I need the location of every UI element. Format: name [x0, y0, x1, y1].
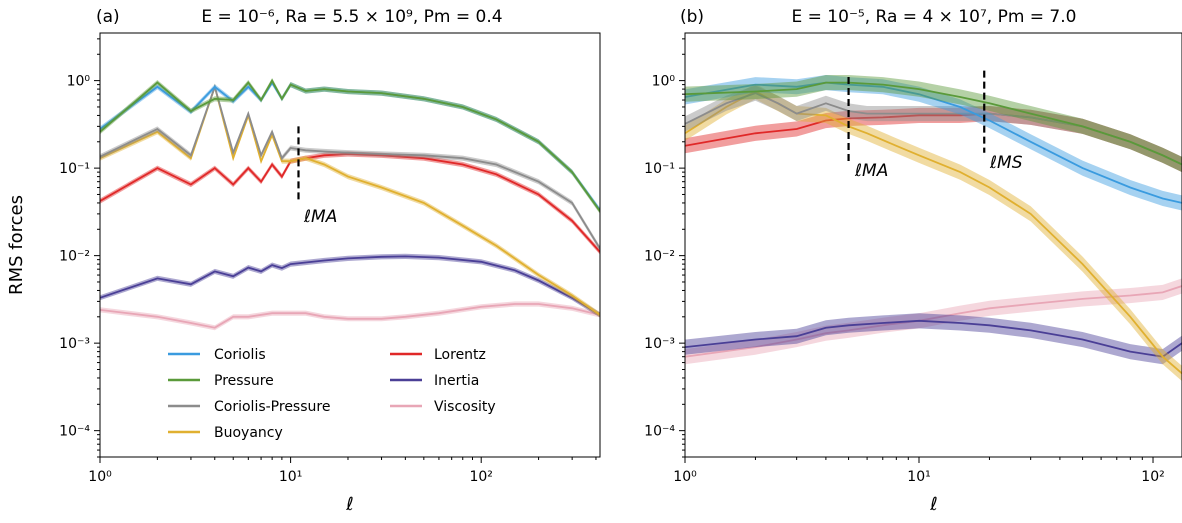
series-line-viscosity: [685, 285, 1182, 358]
panel-b-x-tick-label: 10¹: [907, 469, 930, 485]
panel-a: (a) E = 10⁻⁶, Ra = 5.5 × 10⁹, Pm = 0.4 1…: [6, 7, 601, 515]
series-band-pressure: [685, 75, 1182, 173]
panel-b-lms-annotation: ℓMS: [989, 153, 1023, 173]
panel-a-x-axis: 10⁰ 10¹ 10²: [88, 457, 597, 485]
series-line-pressure: [685, 81, 1182, 166]
legend-label-lorentz: Lorentz: [434, 347, 486, 363]
panel-a-frame: [99, 32, 601, 458]
panel-b-x-tick-label: 10⁰: [673, 469, 697, 485]
panel-b-y-tick-label: 10⁰: [652, 74, 676, 90]
series-band-inertia: [685, 313, 1182, 365]
panel-a-y-tick-label: 10⁻¹: [59, 161, 90, 177]
series-band-coriolis-pressure: [100, 84, 600, 252]
panel-a-x-tick-label: 10⁰: [88, 469, 112, 485]
legend-label-pressure: Pressure: [214, 373, 274, 389]
panel-b-x-axis: 10⁰ 10¹ 10²: [673, 457, 1165, 485]
panel-a-y-tick-label: 10⁻³: [59, 336, 90, 352]
panel-b-y-tick-label: 10⁻¹: [644, 161, 675, 177]
panel-a-y-tick-label: 10⁰: [67, 74, 91, 90]
panel-a-plot-area: [100, 78, 600, 331]
legend-label-buoyancy: Buoyancy: [214, 425, 283, 441]
panel-b-y-tick-label: 10⁻³: [644, 336, 675, 352]
series-line-pressure: [100, 78, 600, 212]
panel-b-x-tick-label: 10²: [1141, 469, 1164, 485]
panel-a-x-tick-label: 10²: [469, 469, 492, 485]
series-band-viscosity: [100, 301, 600, 331]
panel-b-plot-area: [685, 75, 1182, 382]
series-line-lorentz: [100, 153, 600, 253]
panel-b-y-axis: 10⁻⁴ 10⁻³ 10⁻² 10⁻¹ 10⁰: [644, 38, 685, 458]
panel-a-x-axis-label: ℓ: [345, 494, 353, 515]
series-line-inertia: [685, 319, 1182, 358]
panel-a-lma-annotation: ℓMA: [303, 207, 337, 227]
series-band-coriolis: [100, 80, 600, 213]
panel-b-x-axis-label: ℓ: [929, 494, 937, 515]
panel-b-lma-annotation: ℓMA: [854, 161, 888, 181]
panel-a-x-tick-label: 10¹: [279, 469, 302, 485]
series-line-coriolis: [685, 81, 1182, 204]
legend-label-inertia: Inertia: [434, 373, 479, 389]
panel-a-y-tick-label: 10⁻²: [59, 249, 90, 265]
panel-a-y-tick-label: 10⁻⁴: [59, 424, 90, 440]
legend: Coriolis Pressure Coriolis-Pressure Buoy…: [168, 347, 496, 441]
panel-a-y-axis: 10⁻⁴ 10⁻³ 10⁻² 10⁻¹ 10⁰: [59, 38, 100, 458]
panel-b-label: (b): [680, 7, 704, 27]
series-line-inertia: [100, 255, 600, 316]
panel-a-label: (a): [96, 7, 120, 27]
series-band-coriolis-pressure: [685, 85, 1182, 173]
series-line-viscosity: [100, 303, 600, 329]
panel-b-title: E = 10⁻⁵, Ra = 4 × 10⁷, Pm = 7.0: [792, 7, 1077, 27]
legend-label-coriolis: Coriolis: [214, 347, 266, 363]
legend-label-viscosity: Viscosity: [434, 399, 496, 415]
series-line-coriolis-pressure: [100, 83, 600, 250]
panel-b-y-tick-label: 10⁻⁴: [644, 424, 675, 440]
series-band-lorentz: [100, 151, 600, 255]
panel-b: (b) E = 10⁻⁵, Ra = 4 × 10⁷, Pm = 7.0 10⁻…: [644, 7, 1182, 515]
panel-b-frame: [684, 32, 1182, 458]
panel-a-title: E = 10⁻⁶, Ra = 5.5 × 10⁹, Pm = 0.4: [201, 7, 502, 27]
panel-b-y-tick-label: 10⁻²: [644, 249, 675, 265]
legend-label-coriolis-pressure: Coriolis-Pressure: [214, 399, 330, 415]
y-axis-label: RMS forces: [6, 195, 27, 295]
